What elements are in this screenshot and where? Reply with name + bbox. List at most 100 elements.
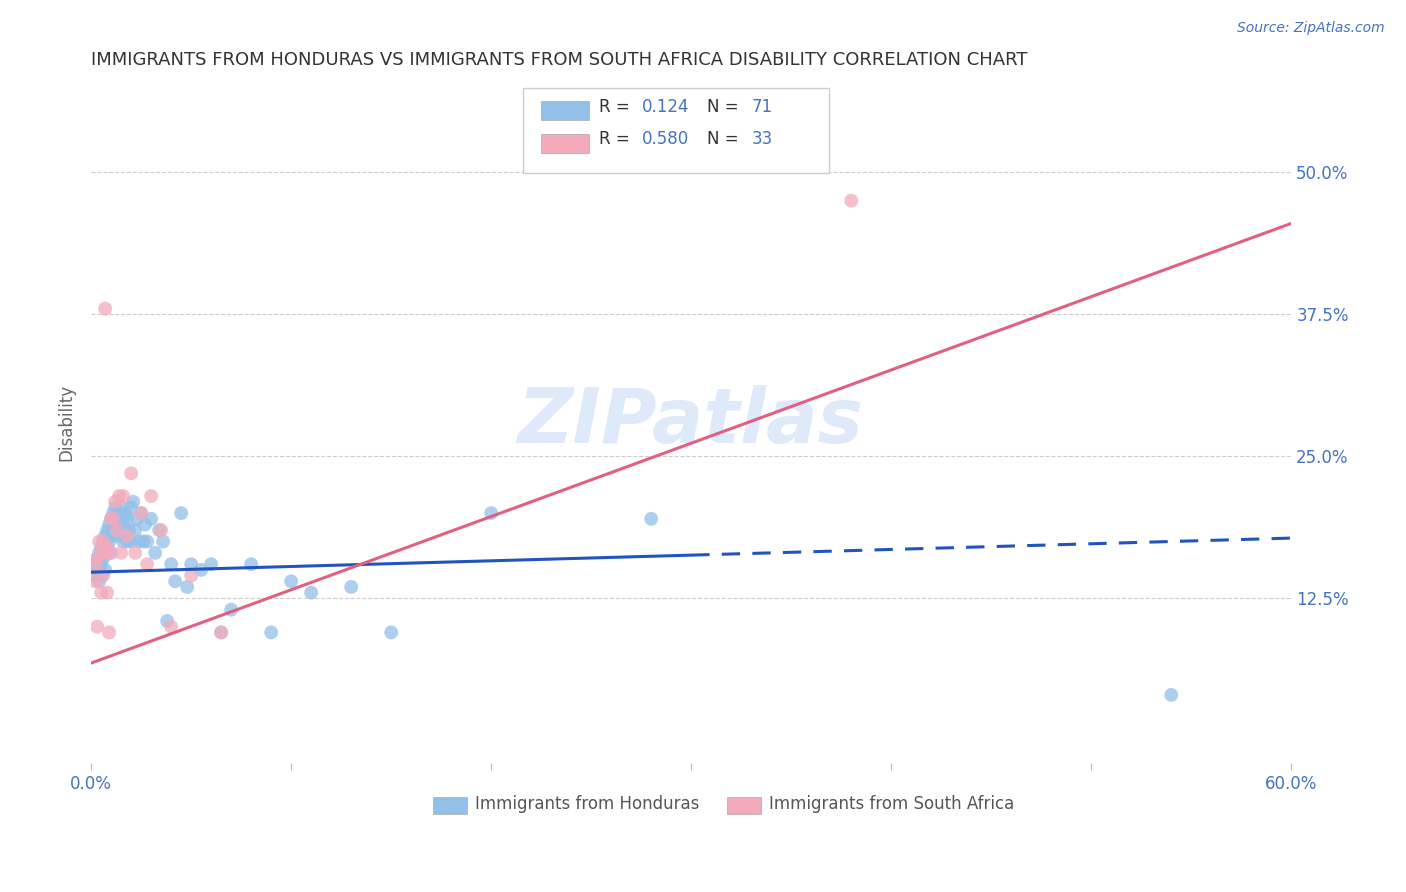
Point [89,574,111,589]
Point [190,563,212,577]
Point [86,551,108,566]
Point [180,558,202,572]
Point [114,506,136,520]
Text: Immigrants from South Africa: Immigrants from South Africa [769,795,1015,813]
Point [90,568,112,582]
Y-axis label: Disability: Disability [58,384,75,461]
Point [91,568,114,582]
Point [143,546,166,560]
Point [200,558,222,572]
Point [91,534,114,549]
Point [90,585,112,599]
Point [122,494,145,508]
Point [115,534,138,549]
Point [176,580,198,594]
Point [96,585,118,599]
Point [84,558,107,572]
Text: N =: N = [707,130,744,148]
Point [94,546,117,560]
Point [94,529,117,543]
Point [96,523,118,537]
Point [108,489,131,503]
FancyBboxPatch shape [541,101,589,120]
Point [100,512,122,526]
Point [112,534,135,549]
FancyBboxPatch shape [523,88,830,173]
Point [89,534,111,549]
Point [170,506,193,520]
Point [148,523,170,537]
Point [94,301,117,316]
Point [86,551,108,566]
Point [299,585,322,599]
Point [90,546,112,560]
Text: Source: ZipAtlas.com: Source: ZipAtlas.com [1237,21,1385,35]
Point [86,563,108,577]
Point [105,529,128,543]
Point [209,625,232,640]
Point [94,563,117,577]
Point [104,517,127,532]
Point [91,534,114,549]
Text: Immigrants from Honduras: Immigrants from Honduras [475,795,700,813]
Point [115,512,138,526]
Point [132,534,155,549]
FancyBboxPatch shape [727,797,761,814]
Point [94,546,117,560]
Point [110,517,132,532]
Text: 0.124: 0.124 [643,97,689,116]
Text: 33: 33 [751,130,772,148]
Point [160,558,183,572]
Text: R =: R = [599,97,636,116]
Point [104,494,127,508]
Point [91,551,114,566]
Point [89,546,111,560]
Point [115,529,138,543]
Point [105,512,128,526]
Text: ZIPatlas: ZIPatlas [519,385,865,459]
Point [110,500,132,515]
Point [84,574,107,589]
Point [129,506,152,520]
Point [98,517,121,532]
Text: 0.580: 0.580 [643,130,689,148]
Point [100,512,122,526]
Point [129,506,152,520]
Point [98,534,121,549]
Point [112,489,135,503]
Point [160,620,183,634]
Point [240,558,263,572]
Point [380,625,402,640]
Point [280,574,302,589]
Point [120,467,142,481]
Point [141,489,163,503]
Point [128,534,150,549]
Point [101,512,124,526]
Point [209,625,232,640]
Point [108,506,131,520]
Point [136,558,159,572]
FancyBboxPatch shape [433,797,467,814]
Point [839,194,862,208]
Point [84,568,107,582]
Point [156,614,179,628]
Point [127,512,149,526]
Point [101,523,124,537]
Point [124,546,146,560]
Point [96,540,118,554]
Point [165,574,187,589]
Point [1160,688,1182,702]
Point [180,568,202,582]
Point [100,546,122,560]
Point [141,512,163,526]
Point [105,523,128,537]
Point [260,625,283,640]
Point [98,625,121,640]
Point [479,506,502,520]
Text: R =: R = [599,130,636,148]
Point [134,517,156,532]
Point [136,534,159,549]
Point [86,620,108,634]
Point [150,523,173,537]
Point [90,558,112,572]
